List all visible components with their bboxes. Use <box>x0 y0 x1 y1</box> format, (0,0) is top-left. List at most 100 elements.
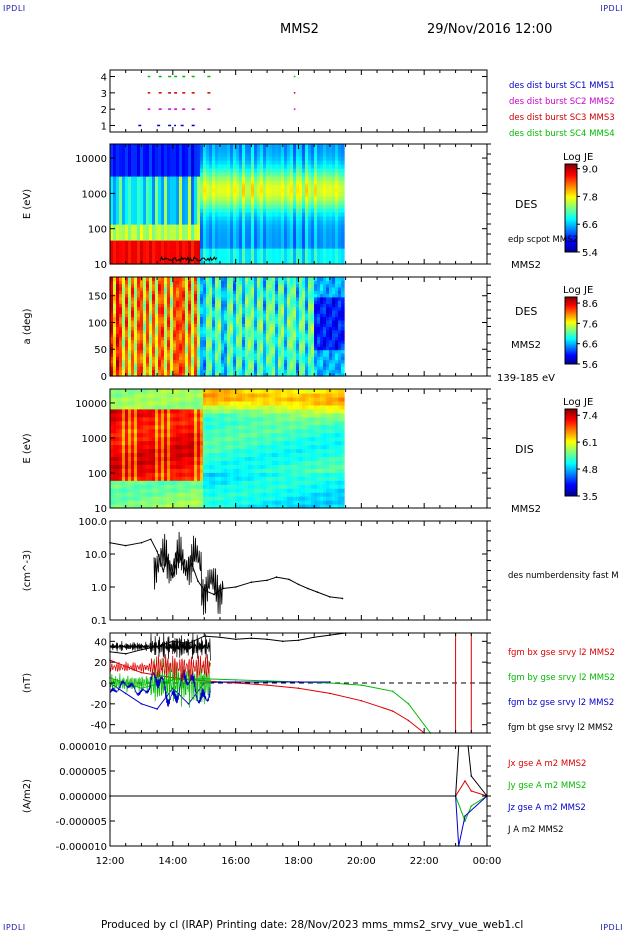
des-pitch-heatmap-cell <box>269 362 273 367</box>
des-energy-heatmap-cell <box>143 224 147 229</box>
des-pitch-heatmap-cell <box>233 359 237 364</box>
dis-energy-heatmap-cell <box>137 500 141 505</box>
des-energy-heatmap-cell <box>191 208 195 213</box>
des-energy-heatmap-cell <box>284 240 288 245</box>
des-pitch-heatmap-cell <box>167 343 171 347</box>
dis-energy-heatmap-cell <box>113 448 117 454</box>
des-energy-heatmap-cell <box>275 196 279 201</box>
des-energy-heatmap-cell <box>293 144 297 149</box>
des-energy-heatmap-cell <box>248 160 252 165</box>
des-pitch-heatmap-cell <box>218 310 222 314</box>
des-pitch-heatmap-cell <box>218 296 222 301</box>
des-energy-heatmap-cell <box>197 184 201 189</box>
des-pitch-heatmap-cell <box>197 346 201 351</box>
des-pitch-heatmap-cell <box>269 319 273 324</box>
des-pitch-heatmap-cell <box>203 310 207 314</box>
des-energy-heatmap-cell <box>236 208 240 213</box>
des-pitch-heatmap-cell <box>173 306 177 311</box>
des-energy-heatmap-cell <box>269 252 273 257</box>
des-energy-heatmap-cell <box>236 200 240 205</box>
des-energy-heatmap-cell <box>188 204 192 209</box>
des-energy-heatmap-cell <box>164 152 168 157</box>
des-energy-heatmap-cell <box>179 232 183 237</box>
des-pitch-heatmap-cell <box>182 313 186 318</box>
des-energy-heatmap-cell <box>218 232 222 237</box>
des-energy-heatmap-cell <box>326 148 330 153</box>
dis-energy-heatmap-cell <box>122 444 126 450</box>
des-energy-heatmap-cell <box>173 240 177 245</box>
des-pitch-heatmap-cell <box>302 323 306 328</box>
des-pitch-heatmap-cell <box>200 277 204 281</box>
des-pitch-heatmap-cell <box>239 339 243 344</box>
des-pitch-heatmap-cell <box>125 369 129 374</box>
des-pitch-heatmap-cell <box>338 296 342 301</box>
des-energy-heatmap-cell <box>203 172 207 177</box>
des-energy-heatmap-cell <box>284 160 288 165</box>
des-pitch-heatmap-cell <box>206 359 210 364</box>
des-energy-heatmap-cell <box>257 168 261 173</box>
des-energy-heatmap-cell <box>236 196 240 201</box>
des-energy-heatmap-cell <box>293 228 297 233</box>
des-energy-heatmap-cell <box>308 224 312 229</box>
des-pitch-heatmap-cell <box>221 296 225 301</box>
des-pitch-heatmap-cell <box>308 283 312 288</box>
des-pitch-heatmap-cell <box>251 352 255 357</box>
des-pitch-heatmap-cell <box>110 352 114 357</box>
des-energy-heatmap-cell <box>287 236 291 241</box>
dis-energy-heatmap-cell <box>113 404 117 410</box>
dis-energy-heatmap-cell <box>137 480 141 485</box>
dis-energy-heatmap-cell <box>116 436 120 442</box>
dis-energy-heatmap-cell <box>128 440 132 446</box>
des-energy-heatmap-cell <box>188 228 192 233</box>
des-energy-heatmap-cell <box>224 256 228 261</box>
des-pitch-heatmap-cell <box>182 346 186 351</box>
des-pitch-heatmap-cell <box>281 296 285 301</box>
des-pitch-heatmap-cell <box>113 323 117 328</box>
des-energy-heatmap-cell <box>314 156 318 161</box>
des-energy-heatmap-cell <box>323 180 327 185</box>
des-pitch-heatmap-cell <box>131 306 135 311</box>
des-energy-heatmap-cell <box>275 172 279 177</box>
des-pitch-heatmap-cell <box>305 333 309 337</box>
des-energy-heatmap-cell <box>173 236 177 241</box>
des-pitch-heatmap-cell <box>266 313 270 318</box>
des-energy-heatmap-cell <box>233 144 237 149</box>
des-energy-heatmap-cell <box>266 204 270 209</box>
des-energy-heatmap-cell <box>305 156 309 161</box>
des-energy-heatmap-cell <box>323 252 327 257</box>
dis-energy-heatmap-cell <box>134 484 138 489</box>
des-pitch-heatmap-cell <box>299 316 303 321</box>
des-energy-heatmap-cell <box>311 168 315 173</box>
des-pitch-heatmap-cell <box>314 326 318 331</box>
des-energy-heatmap-cell <box>251 212 255 217</box>
des-energy-heatmap-cell <box>236 228 240 233</box>
des-pitch-heatmap-cell <box>272 319 276 324</box>
des-energy-heatmap-cell <box>326 244 330 249</box>
dis-energy-heatmap-cell <box>125 488 129 493</box>
des-pitch-heatmap-cell <box>293 323 297 328</box>
des-pitch-heatmap-cell <box>269 293 273 298</box>
des-energy-heatmap-cell <box>239 172 243 177</box>
des-energy-heatmap-cell <box>326 200 330 205</box>
des-energy-heatmap-cell <box>206 260 210 265</box>
des-energy-heatmap-cell <box>266 172 270 177</box>
des-energy-heatmap-cell <box>206 184 210 189</box>
des-energy-heatmap-cell <box>179 152 183 157</box>
dis-energy-heatmap-cell <box>113 389 117 394</box>
dis-energy-heatmap-cell <box>131 464 135 469</box>
des-energy-heatmap-cell <box>119 224 123 229</box>
des-energy-heatmap-cell <box>326 188 330 193</box>
des-energy-heatmap-cell <box>188 148 192 153</box>
des-pitch-heatmap-cell <box>146 336 150 341</box>
des-pitch-heatmap-cell <box>173 329 177 334</box>
des-energy-heatmap-cell <box>203 212 207 217</box>
des-pitch-heatmap-cell <box>116 280 120 285</box>
des-energy-heatmap-cell <box>134 184 138 189</box>
des-energy-heatmap-cell <box>218 200 222 205</box>
des-energy-heatmap-cell <box>218 188 222 193</box>
des-pitch-heatmap-cell <box>170 352 174 357</box>
des-energy-heatmap-cell <box>194 152 198 157</box>
des-pitch-heatmap-cell <box>212 277 216 281</box>
des-energy-heatmap-cell <box>194 260 198 265</box>
des-pitch-heatmap-cell <box>233 339 237 344</box>
